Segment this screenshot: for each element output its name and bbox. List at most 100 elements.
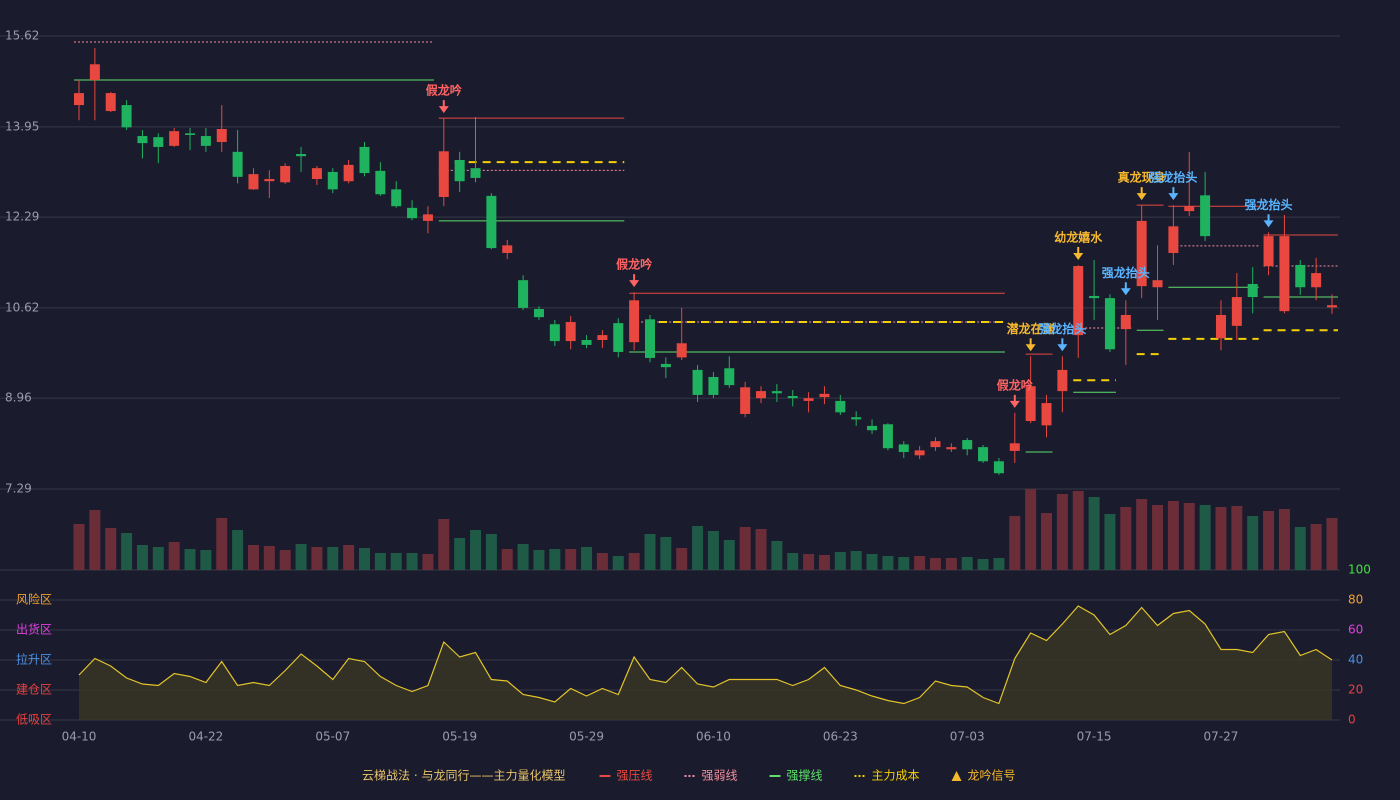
signal-label: 假龙吟 — [616, 257, 652, 272]
y-tick-label: 15.62 — [5, 29, 39, 43]
volume-bar — [200, 550, 212, 570]
volume-bar — [1263, 511, 1275, 570]
candle-body — [692, 369, 703, 395]
candle-body — [1231, 297, 1242, 326]
candle-body — [359, 146, 370, 174]
volume-bar — [1025, 489, 1037, 570]
candle-body — [613, 323, 624, 352]
x-tick-label: 07-15 — [1077, 730, 1112, 744]
candle-body — [232, 151, 243, 177]
candle-body — [1295, 264, 1306, 288]
volume-bar — [977, 559, 989, 570]
candle-body — [724, 368, 735, 386]
zone-label: 建仓区 — [16, 683, 52, 697]
x-tick-label: 06-10 — [696, 730, 731, 744]
candle-body — [1263, 236, 1274, 267]
candle-body — [1279, 236, 1290, 312]
candle-body — [898, 444, 909, 453]
candle-body — [533, 308, 544, 318]
volume-bar — [358, 548, 370, 570]
candle-body — [962, 440, 973, 450]
volume-bar — [216, 518, 228, 570]
volume-bar — [882, 556, 894, 570]
x-tick-label: 05-07 — [315, 730, 350, 744]
x-tick-label: 06-23 — [823, 730, 858, 744]
volume-bar — [1104, 514, 1116, 570]
volume-bar — [1009, 516, 1021, 570]
volume-bar — [1072, 491, 1084, 570]
volume-bar — [834, 552, 846, 570]
oscillator-area — [79, 606, 1332, 720]
signal-label: 真龙现身 — [1118, 170, 1166, 185]
candle-body — [882, 424, 893, 449]
volume-bar — [612, 556, 624, 570]
candle-body — [1120, 314, 1131, 330]
volume-bar — [1041, 513, 1053, 570]
candle-body — [153, 137, 164, 147]
volume-bar — [707, 531, 719, 570]
candle-body — [422, 214, 433, 221]
candle-body — [708, 376, 719, 395]
signal-label: 幼龙嬉水 — [1054, 229, 1103, 244]
volume-bar — [105, 528, 117, 570]
volume-bar — [596, 553, 608, 570]
volume-bar — [152, 547, 164, 570]
volume-bar — [1056, 494, 1068, 570]
signal-label: 强龙抬头 — [1102, 265, 1150, 280]
signal-label: 假龙吟 — [426, 83, 462, 98]
volume-bar — [470, 530, 482, 570]
candle-body — [121, 105, 132, 128]
candle-body — [851, 417, 862, 420]
volume-bar — [311, 547, 323, 570]
legend-label: 主力成本 — [872, 769, 920, 783]
candle-body — [248, 174, 259, 190]
volume-bar — [1199, 505, 1211, 570]
volume-bar — [676, 548, 688, 570]
candle-body — [89, 64, 100, 81]
candle-body — [200, 136, 211, 146]
y-tick-label: 10.62 — [5, 300, 39, 314]
signal-arrow-head — [1025, 344, 1036, 352]
signal-arrow-head — [1073, 252, 1084, 260]
volume-bar — [279, 550, 291, 570]
candle-body — [644, 319, 655, 358]
candle-body — [375, 170, 386, 195]
zone-label: 低吸区 — [16, 713, 52, 727]
candle-body — [676, 343, 687, 358]
candle-body — [169, 131, 180, 146]
volume-bar — [850, 551, 862, 570]
candle-body — [185, 133, 196, 135]
candle-body — [407, 207, 418, 219]
volume-bar — [1278, 509, 1290, 570]
x-tick-label: 04-10 — [62, 730, 97, 744]
candle-body — [803, 398, 814, 401]
y-tick-label: 12.29 — [5, 210, 39, 224]
candle-body — [502, 245, 513, 253]
legend-label: 龙吟信号 — [968, 768, 1016, 783]
candle-body — [914, 450, 925, 456]
volume-bar — [803, 554, 815, 570]
candle-body — [470, 168, 481, 178]
candle-body — [549, 324, 560, 342]
zone-label: 风险区 — [16, 592, 52, 607]
candle-body — [930, 441, 941, 448]
signal-arrow-head — [1263, 220, 1274, 228]
candle-body — [1247, 283, 1258, 298]
volume-bar — [628, 553, 640, 570]
volume-bar — [89, 510, 101, 570]
y2-tick-label: 60 — [1348, 623, 1363, 637]
x-tick-label: 07-03 — [950, 730, 985, 744]
candle-body — [1184, 206, 1195, 212]
candle-body — [597, 335, 608, 340]
candle-body — [756, 391, 767, 399]
y-tick-label: 13.95 — [5, 119, 39, 133]
legend-marker — [951, 771, 962, 781]
candle-body — [1311, 273, 1322, 288]
y2-tick-label: 100 — [1348, 563, 1371, 577]
candle-body — [581, 339, 592, 345]
candle-body — [311, 168, 322, 180]
volume-bar — [692, 526, 704, 570]
candle-body — [296, 154, 307, 157]
candle-body — [1136, 220, 1147, 287]
volume-bar — [1310, 524, 1322, 570]
